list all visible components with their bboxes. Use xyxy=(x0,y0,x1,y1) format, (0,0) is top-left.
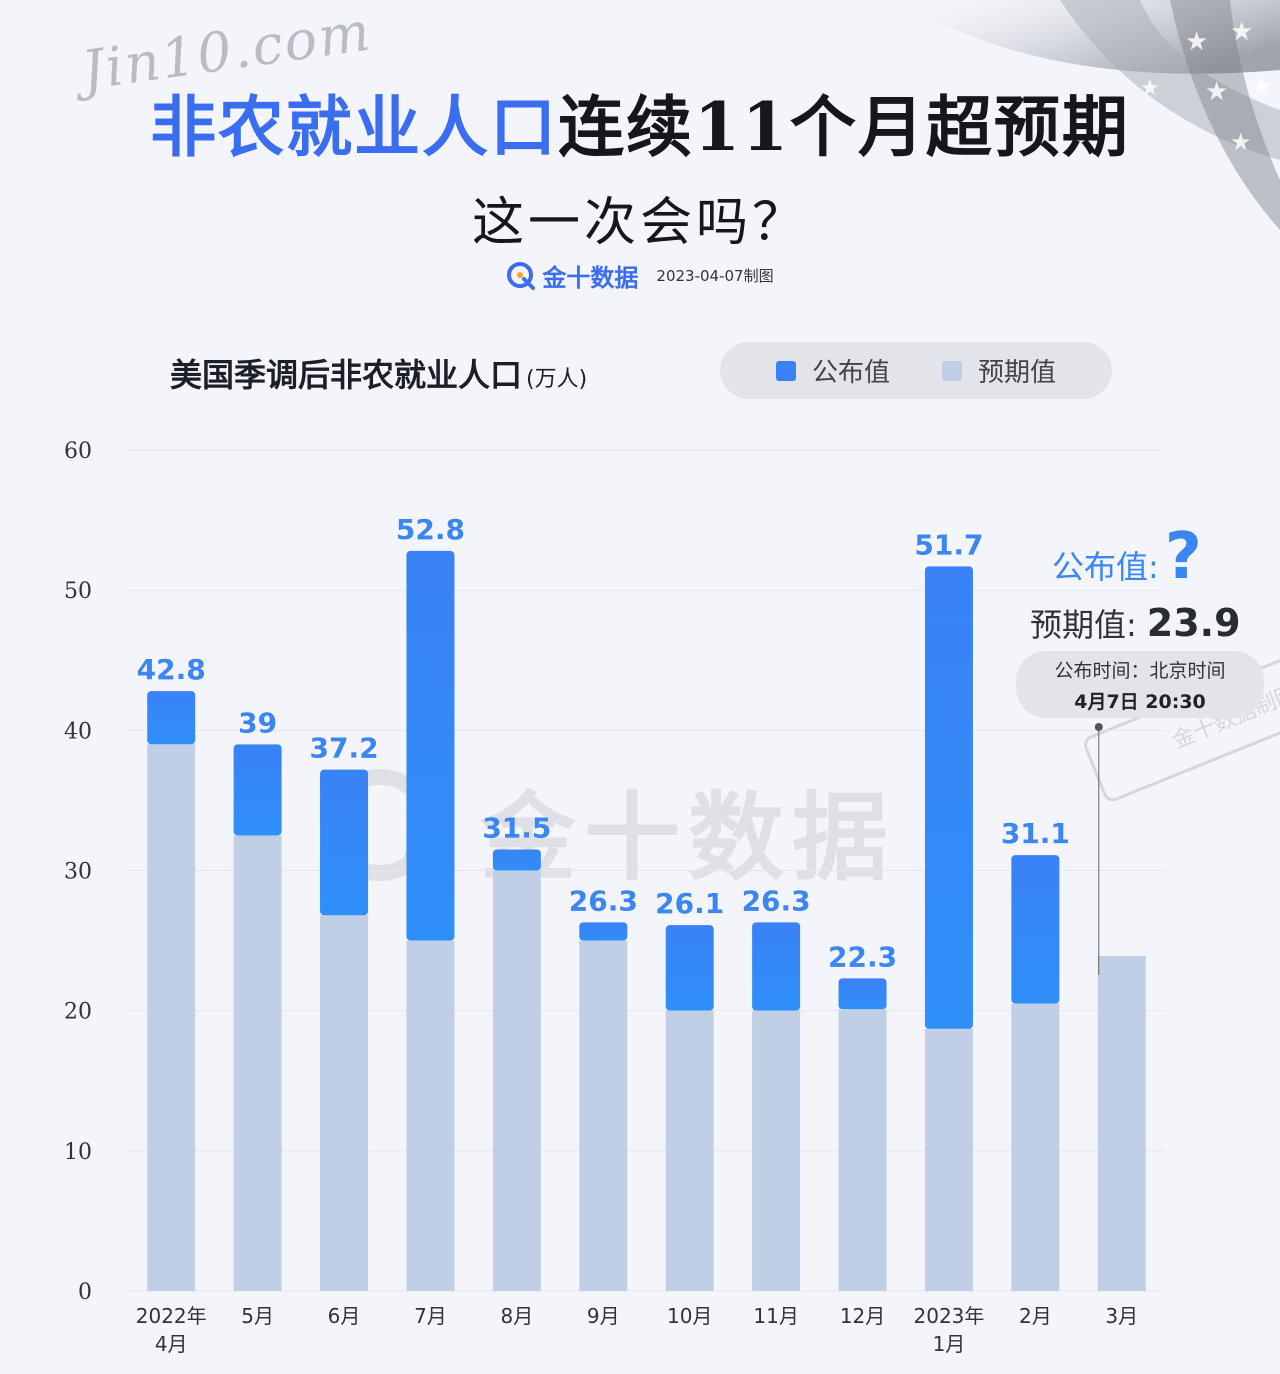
svg-text:★: ★ xyxy=(1230,128,1252,156)
expected-bar xyxy=(665,1010,714,1291)
x-tick-label: 12月 xyxy=(840,1304,885,1328)
expected-bar xyxy=(492,870,541,1291)
x-tick-label: 2023年 xyxy=(914,1304,985,1328)
legend-item-released: 公布值 xyxy=(775,352,890,389)
x-tick-label: 8月 xyxy=(501,1304,534,1328)
brand-logo: 金十数据 xyxy=(506,258,638,293)
x-tick-label: 4月 xyxy=(155,1332,188,1356)
title-highlight: 非农就业人口 xyxy=(150,88,559,166)
y-tick-label: 30 xyxy=(64,860,92,885)
x-tick-label: 2022年 xyxy=(136,1304,207,1328)
expected-bar xyxy=(320,915,369,1291)
annotation-released-label: 公布值: xyxy=(1052,548,1159,586)
data-label: 22.3 xyxy=(828,940,897,973)
data-label: 31.5 xyxy=(482,811,551,844)
y-tick-label: 0 xyxy=(78,1280,92,1305)
expected-bar xyxy=(233,835,282,1291)
brand-name: 金十数据 xyxy=(542,264,639,292)
x-tick-label: 10月 xyxy=(667,1304,712,1328)
chart-title-text: 美国季调后非农就业人口 xyxy=(170,356,523,394)
svg-text:★: ★ xyxy=(1250,72,1273,102)
expected-bar xyxy=(147,744,196,1291)
x-tick-label: 3月 xyxy=(1105,1304,1138,1328)
watermark-text: 金十数据 xyxy=(480,782,896,894)
data-label: 37.2 xyxy=(309,732,378,765)
y-tick-label: 20 xyxy=(64,1000,92,1025)
y-tick-label: 40 xyxy=(64,719,92,744)
title-rest: 连续11个月超预期 xyxy=(558,88,1130,166)
released-bar xyxy=(492,849,541,871)
release-time-pill: 公布时间：北京时间 4月7日 20:30 xyxy=(1016,651,1264,718)
data-label: 26.3 xyxy=(569,884,638,917)
released-bar xyxy=(320,769,369,916)
annotation-expected-value: 23.9 xyxy=(1146,601,1241,645)
data-label: 31.1 xyxy=(1001,817,1070,850)
released-bar xyxy=(838,978,887,1010)
svg-text:★: ★ xyxy=(1230,17,1253,47)
data-label: 26.3 xyxy=(742,884,811,917)
data-label: 39 xyxy=(238,706,277,739)
y-tick-label: 60 xyxy=(64,439,92,464)
released-bar xyxy=(665,925,714,1011)
expected-bar xyxy=(752,1010,801,1291)
chart-date: 2023-04-07制图 xyxy=(656,267,774,285)
expected-bar xyxy=(1097,956,1146,1291)
expected-bar xyxy=(579,940,628,1291)
x-tick-label: 1月 xyxy=(933,1332,966,1356)
released-bar xyxy=(752,922,801,1011)
brand-mark-icon xyxy=(507,261,536,290)
released-bar xyxy=(406,550,455,941)
svg-text:★: ★ xyxy=(1205,77,1228,107)
released-bar xyxy=(147,691,196,745)
data-label: 52.8 xyxy=(396,513,465,546)
legend-label-expected: 预期值 xyxy=(978,358,1057,388)
y-tick-label: 50 xyxy=(64,579,92,604)
chart-title: 美国季调后非农就业人口 (万人) xyxy=(170,350,587,396)
page-title: 非农就业人口连续11个月超预期 xyxy=(0,74,1280,170)
release-time-label: 公布时间：北京时间 xyxy=(1054,659,1226,682)
chart-unit: (万人) xyxy=(526,367,588,392)
legend-item-expected: 预期值 xyxy=(942,352,1056,389)
annotation-expected: 预期值: 23.9 xyxy=(1030,600,1241,646)
expected-bar xyxy=(924,1028,973,1291)
legend-swatch-expected xyxy=(942,360,962,381)
x-tick-label: 9月 xyxy=(587,1304,620,1328)
us-flag-decoration: ★ ★ ★ ★ ★ ★ xyxy=(900,0,1280,230)
data-label: 42.8 xyxy=(137,653,206,686)
data-label: 26.1 xyxy=(655,887,724,920)
released-bar xyxy=(1011,855,1060,1004)
brand-row: 金十数据 2023-04-07制图 xyxy=(0,258,1280,293)
svg-text:★: ★ xyxy=(1140,76,1160,101)
x-tick-label: 6月 xyxy=(328,1304,361,1328)
expected-bar xyxy=(406,940,455,1291)
release-time-value: 4月7日 20:30 xyxy=(1074,690,1206,713)
x-tick-label: 11月 xyxy=(753,1304,798,1328)
page-subtitle: 这一次会吗？ xyxy=(471,193,808,253)
annotation-released-value: ? xyxy=(1164,520,1202,594)
legend-swatch-released xyxy=(775,360,796,381)
released-bar xyxy=(579,922,628,941)
expected-bar xyxy=(838,1009,887,1291)
legend-label-released: 公布值 xyxy=(811,358,890,388)
data-label: 51.7 xyxy=(914,528,983,561)
annotation-released: 公布值: ? xyxy=(1052,520,1202,594)
svg-text:★: ★ xyxy=(1185,27,1208,57)
released-bar xyxy=(924,566,973,1029)
annotation-dot xyxy=(1094,723,1103,731)
expected-bar xyxy=(1011,1003,1060,1291)
x-tick-label: 7月 xyxy=(414,1304,447,1328)
x-tick-label: 2月 xyxy=(1019,1304,1052,1328)
y-tick-label: 10 xyxy=(64,1140,92,1165)
released-bar xyxy=(233,744,282,836)
x-tick-label: 5月 xyxy=(241,1304,274,1328)
legend: 公布值 预期值 xyxy=(720,342,1112,399)
annotation-expected-label: 预期值: xyxy=(1030,606,1137,644)
